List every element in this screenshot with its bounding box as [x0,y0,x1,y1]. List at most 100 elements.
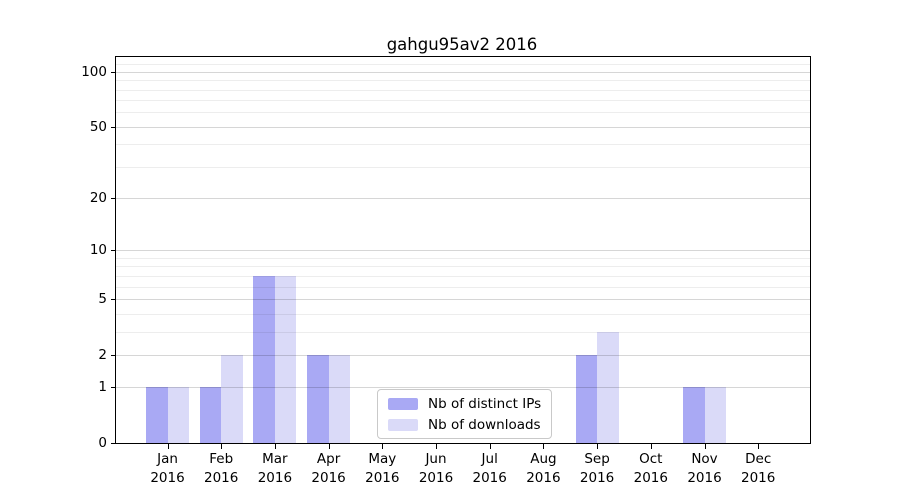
year-label: 2016 [741,470,776,486]
minor-gridline [116,89,810,91]
x-tick [436,444,437,449]
major-gridline [116,298,810,300]
y-tick [111,71,116,73]
x-tick-label-jan: Jan 2016 [136,450,200,488]
bar-nb-of-downloads-mar [274,275,297,443]
bar-nb-of-distinct-ips-mar [253,275,275,443]
month-label: May [368,451,397,467]
x-tick-label-aug: Aug 2016 [511,450,575,488]
month-label: Aug [530,451,557,467]
minor-gridline [116,166,810,168]
year-label: 2016 [150,470,185,486]
chart-title: gahgu95av2 2016 [386,35,538,54]
minor-gridline [116,286,810,288]
x-tick [597,444,599,449]
minor-gridline [116,313,810,315]
y-tick-label: 10 [89,242,107,259]
bar-nb-of-downloads-sep [597,331,619,443]
minor-gridline [116,64,810,66]
x-tick [489,444,491,449]
bar-nb-of-downloads-nov [704,387,726,443]
x-tick [167,444,169,449]
major-gridline [116,387,810,389]
x-tick [382,444,384,449]
month-label: Feb [209,451,234,467]
x-tick-label-apr: Apr 2016 [297,450,361,488]
legend-label: Nb of downloads [428,416,541,433]
minor-gridline [116,144,810,146]
y-tick-label: 20 [89,190,107,207]
minor-gridline [116,100,810,102]
x-tick-label-mar: Mar 2016 [243,450,307,488]
y-tick [111,198,116,200]
year-label: 2016 [579,470,615,486]
minor-gridline [116,331,810,333]
bar-nb-of-downloads-feb [221,354,243,443]
major-gridline [116,198,810,200]
x-tick [274,444,276,449]
month-label: Jul [481,451,498,467]
minor-gridline [116,275,810,277]
x-tick [758,444,760,449]
month-label: Dec [745,451,772,467]
y-tick-label: 0 [98,435,107,451]
year-label: 2016 [472,470,507,486]
legend-swatch-icon [388,397,418,410]
year-label: 2016 [311,470,346,486]
x-tick-label-dec: Dec 2016 [726,450,790,488]
major-gridline [116,354,810,356]
year-label: 2016 [526,470,561,486]
y-tick [111,354,116,356]
year-label: 2016 [365,470,400,486]
y-tick-label: 100 [81,63,107,80]
year-label: 2016 [204,470,239,486]
month-label: Sep [584,451,610,467]
year-label: 2016 [257,470,293,486]
x-tick-label-may: May 2016 [350,450,414,488]
y-tick-label: 2 [98,346,107,363]
x-tick-label-feb: Feb 2016 [189,450,253,488]
bar-nb-of-downloads-apr [328,354,351,443]
bar-nb-of-distinct-ips-apr [307,354,329,443]
major-gridline [116,71,810,73]
legend-item-nb-of-distinct-ips: Nb of distinct IPs [388,394,541,413]
legend-label: Nb of distinct IPs [428,395,542,412]
y-tick [111,387,116,389]
year-label: 2016 [633,470,668,486]
bar-nb-of-distinct-ips-nov [683,387,705,443]
month-label: Oct [639,451,663,467]
x-tick-label-oct: Oct 2016 [619,450,683,488]
bar-nb-of-distinct-ips-feb [199,387,222,443]
x-tick [328,444,330,449]
y-tick [111,126,116,128]
minor-gridline [116,80,810,82]
minor-gridline [116,266,810,268]
bar-nb-of-distinct-ips-jan [146,387,168,443]
major-gridline [116,250,810,252]
year-label: 2016 [687,470,722,486]
month-label: Jan [157,451,178,467]
plot-area [115,56,811,444]
year-label: 2016 [418,470,454,486]
y-tick-label: 1 [98,379,107,396]
x-tick-label-jun: Jun 2016 [404,450,468,488]
minor-gridline [116,257,810,259]
y-tick [111,443,116,444]
x-tick [543,444,545,449]
x-tick-label-jul: Jul 2016 [458,450,522,488]
x-tick [221,444,223,449]
legend: Nb of distinct IPs Nb of downloads [377,389,553,439]
legend-swatch-icon [388,418,418,431]
y-tick [111,298,116,300]
x-tick [650,444,652,449]
minor-gridline [116,112,810,114]
y-tick-label: 5 [98,290,107,307]
month-label: Jun [425,451,447,467]
major-gridline [116,126,810,128]
bar-nb-of-distinct-ips-sep [575,354,598,443]
month-label: Nov [691,451,718,467]
x-tick [704,444,706,449]
legend-item-nb-of-downloads: Nb of downloads [388,415,541,434]
x-tick-label-sep: Sep 2016 [565,450,629,488]
